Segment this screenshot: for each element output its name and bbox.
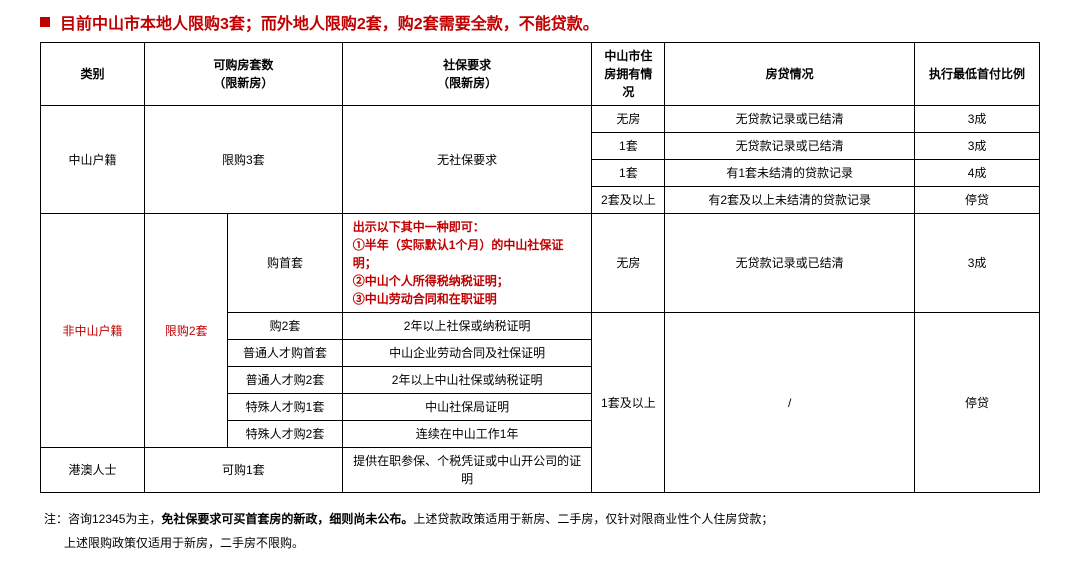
cell-own: 无房 — [592, 106, 665, 133]
cell-social: 连续在中山工作1年 — [342, 421, 592, 448]
nonlocal-sub: 普通人才购首套 — [228, 340, 342, 367]
cell-loan: / — [665, 313, 915, 493]
cell-ratio: 3成 — [915, 106, 1040, 133]
cell-ratio: 3成 — [915, 214, 1040, 313]
nonlocal-social-first: 出示以下其中一种即可： ①半年（实际默认1个月）的中山社保证明； ②中山个人所得… — [342, 214, 592, 313]
th-limit: 可购房套数 （限新房） — [145, 43, 343, 106]
th-owned: 中山市住房拥有情况 — [592, 43, 665, 106]
table-row: 中山户籍 限购3套 无社保要求 无房 无贷款记录或已结清 3成 — [41, 106, 1040, 133]
cell-own: 2套及以上 — [592, 187, 665, 214]
th-ratio: 执行最低首付比例 — [915, 43, 1040, 106]
cell-ratio: 停贷 — [915, 187, 1040, 214]
th-social: 社保要求 （限新房） — [342, 43, 592, 106]
cell-own: 1套 — [592, 133, 665, 160]
social-line: ②中山个人所得税纳税证明； — [353, 274, 509, 288]
cell-social: 2年以上中山社保或纳税证明 — [342, 367, 592, 394]
note-rest2: 上述限购政策仅适用于新房，二手房不限购。 — [64, 536, 304, 550]
policy-table: 类别 可购房套数 （限新房） 社保要求 （限新房） 中山市住房拥有情况 房贷情况… — [40, 42, 1040, 493]
cell-social: 中山社保局证明 — [342, 394, 592, 421]
page-title: 目前中山市本地人限购3套；而外地人限购2套，购2套需要全款，不能贷款。 — [60, 10, 599, 34]
cell-loan: 无贷款记录或已结清 — [665, 214, 915, 313]
cat-hkmo: 港澳人士 — [41, 448, 145, 493]
cell-social: 中山企业劳动合同及社保证明 — [342, 340, 592, 367]
cell-ratio: 停贷 — [915, 313, 1040, 493]
local-limit: 限购3套 — [145, 106, 343, 214]
cell-own: 无房 — [592, 214, 665, 313]
hkmo-social: 提供在职参保、个税凭证或中山开公司的证明 — [342, 448, 592, 493]
nonlocal-sub: 购2套 — [228, 313, 342, 340]
title-bullet-icon — [40, 17, 50, 27]
nonlocal-sub: 普通人才购2套 — [228, 367, 342, 394]
cell-social: 2年以上社保或纳税证明 — [342, 313, 592, 340]
th-loan: 房贷情况 — [665, 43, 915, 106]
cell-loan: 有2套及以上未结清的贷款记录 — [665, 187, 915, 214]
nonlocal-limit: 限购2套 — [145, 214, 228, 448]
hkmo-limit: 可购1套 — [145, 448, 343, 493]
social-line: ①半年（实际默认1个月）的中山社保证明； — [353, 238, 564, 270]
nonlocal-sub: 购首套 — [228, 214, 342, 313]
cell-loan: 有1套未结清的贷款记录 — [665, 160, 915, 187]
cell-ratio: 4成 — [915, 160, 1040, 187]
nonlocal-sub: 特殊人才购1套 — [228, 394, 342, 421]
cell-loan: 无贷款记录或已结清 — [665, 133, 915, 160]
title-bar: 目前中山市本地人限购3套；而外地人限购2套，购2套需要全款，不能贷款。 — [40, 10, 1040, 34]
cat-nonlocal: 非中山户籍 — [41, 214, 145, 448]
th-category: 类别 — [41, 43, 145, 106]
table-row: 非中山户籍 限购2套 购首套 出示以下其中一种即可： ①半年（实际默认1个月）的… — [41, 214, 1040, 313]
cell-own: 1套及以上 — [592, 313, 665, 493]
footnote: 注：咨询12345为主，免社保要求可买首套房的新政，细则尚未公布。上述贷款政策适… — [40, 507, 1040, 555]
local-social: 无社保要求 — [342, 106, 592, 214]
note-bold: 免社保要求可买首套房的新政，细则尚未公布。 — [161, 512, 413, 526]
cell-ratio: 3成 — [915, 133, 1040, 160]
cat-local: 中山户籍 — [41, 106, 145, 214]
nonlocal-sub: 特殊人才购2套 — [228, 421, 342, 448]
note-rest1: 上述贷款政策适用于新房、二手房，仅针对限商业性个人住房贷款； — [413, 512, 773, 526]
social-line: ③中山劳动合同和在职证明 — [353, 292, 497, 306]
social-line: 出示以下其中一种即可： — [353, 220, 485, 234]
note-prefix: 注：咨询12345为主， — [44, 512, 161, 526]
cell-loan: 无贷款记录或已结清 — [665, 106, 915, 133]
table-header-row: 类别 可购房套数 （限新房） 社保要求 （限新房） 中山市住房拥有情况 房贷情况… — [41, 43, 1040, 106]
cell-own: 1套 — [592, 160, 665, 187]
